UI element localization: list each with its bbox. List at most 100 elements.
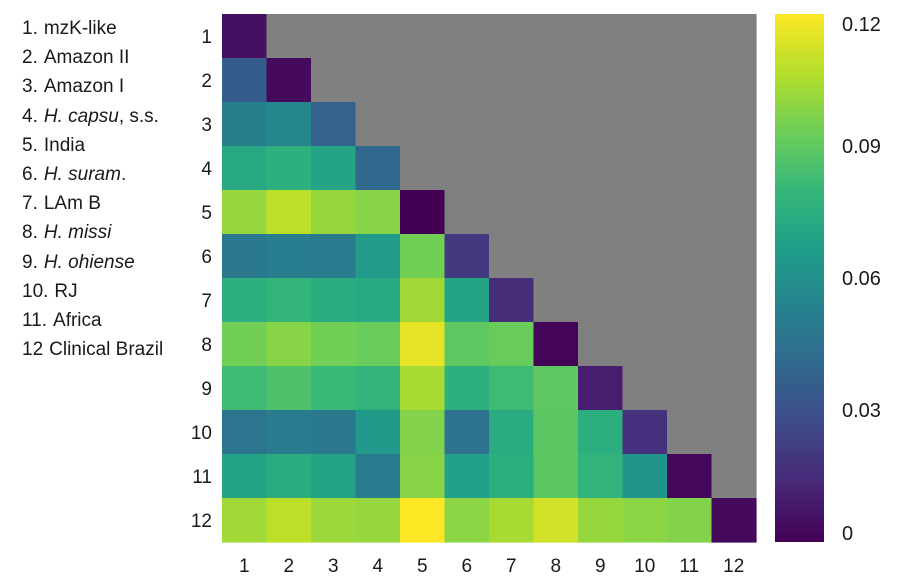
legend-label-part: India [43, 134, 86, 156]
heatmap-cell [266, 102, 312, 147]
masked-cell [489, 190, 535, 235]
masked-cell [578, 58, 624, 103]
heatmap-cell [311, 102, 357, 147]
heatmap-cell [311, 498, 357, 543]
heatmap-cell [311, 410, 357, 455]
legend-label: H. missi [44, 222, 112, 243]
heatmap-cell [222, 102, 268, 147]
legend-label: Amazon I [44, 76, 124, 97]
masked-cell [400, 146, 446, 191]
legend-label-part: mzK-like [43, 18, 117, 39]
x-tick-label: 2 [283, 556, 294, 577]
masked-cell [400, 14, 446, 59]
masked-cell [711, 58, 757, 103]
masked-cell [711, 14, 757, 59]
masked-cell [578, 146, 624, 191]
masked-cell [711, 102, 757, 147]
masked-cell [622, 14, 668, 59]
masked-cell [667, 322, 713, 367]
heatmap-cell [355, 190, 401, 235]
heatmap-cell [400, 366, 446, 411]
heatmap-cell [266, 146, 312, 191]
heatmap-cell [311, 234, 357, 279]
colorbar-tick-label: 0.06 [842, 268, 881, 290]
heatmap-cell [444, 454, 490, 499]
x-tick-label: 10 [634, 556, 655, 577]
heatmap-cell [622, 498, 668, 543]
masked-cell [667, 234, 713, 279]
heatmap-cell [533, 498, 579, 543]
heatmap-cell [355, 146, 401, 191]
masked-cell [667, 146, 713, 191]
masked-cell [622, 190, 668, 235]
colorbar-gradient [775, 14, 824, 542]
heatmap-cell [355, 322, 401, 367]
legend-label: Amazon II [44, 47, 130, 68]
masked-cell [489, 14, 535, 59]
legend-item: 11. Africa [22, 306, 163, 335]
legend-number: 10. [22, 280, 49, 302]
legend-label-part: LAm B [43, 193, 101, 215]
masked-cell [711, 278, 757, 323]
x-tick-label: 4 [372, 556, 383, 577]
x-tick-label: 9 [595, 556, 606, 577]
masked-cell [622, 146, 668, 191]
masked-cell [489, 234, 535, 279]
legend-label-part: RJ [54, 280, 78, 302]
x-axis-ticks: 1 2 3 4 5 6 7 8 9 10 11 12 [239, 556, 744, 577]
heatmap-cell [355, 234, 401, 279]
x-tick-label: 3 [328, 556, 339, 577]
masked-cell [311, 58, 357, 103]
masked-cell [533, 234, 579, 279]
heatmap-cell [222, 454, 268, 499]
masked-cell [622, 366, 668, 411]
legend-item: 7. LAm B [22, 189, 163, 218]
legend-number: 3. [22, 76, 38, 98]
masked-cell [711, 410, 757, 455]
masked-cell [533, 278, 579, 323]
heatmap-cell [489, 454, 535, 499]
heatmap-cells [222, 14, 757, 543]
masked-cell [667, 410, 713, 455]
x-tick-label: 11 [679, 556, 699, 577]
x-tick-label: 1 [239, 556, 250, 577]
legend-number: 8. [22, 222, 38, 244]
heatmap-cell [578, 498, 624, 543]
legend-label-part: Amazon I [43, 76, 125, 98]
legend-label: H. suram. [44, 164, 126, 185]
heatmap-cell [622, 410, 668, 455]
legend-label-part: , s.s. [118, 105, 159, 127]
heatmap-cell [400, 322, 446, 367]
masked-cell [711, 190, 757, 235]
heatmap-cell [222, 146, 268, 191]
y-tick-label: 4 [201, 159, 212, 180]
legend-item: 4. H. capsu, s.s. [22, 102, 163, 131]
heatmap-cell [400, 498, 446, 543]
heatmap-cell [400, 234, 446, 279]
heatmap-cell [667, 498, 713, 543]
colorbar-tick-label: 0.09 [842, 136, 881, 158]
masked-cell [489, 58, 535, 103]
masked-cell [533, 58, 579, 103]
x-tick-label: 5 [417, 556, 428, 577]
colorbar-tick-label: 0 [842, 523, 853, 545]
y-tick-label: 5 [201, 203, 212, 224]
legend-label: Africa [53, 310, 102, 331]
masked-cell [578, 322, 624, 367]
masked-cell [400, 58, 446, 103]
heatmap-cell [355, 498, 401, 543]
legend-number: 12 [22, 339, 44, 361]
masked-cell [622, 58, 668, 103]
y-tick-label: 3 [201, 115, 212, 136]
x-tick-label: 8 [550, 556, 561, 577]
heatmap-cell [489, 322, 535, 367]
y-tick-label: 11 [192, 467, 212, 488]
masked-cell [533, 14, 579, 59]
heatmap-cell [311, 366, 357, 411]
legend-label: mzK-like [44, 18, 117, 39]
heatmap-cell [533, 322, 579, 367]
y-tick-label: 8 [201, 335, 212, 356]
masked-cell [533, 146, 579, 191]
legend-label: RJ [54, 281, 77, 302]
heatmap-cell [444, 366, 490, 411]
